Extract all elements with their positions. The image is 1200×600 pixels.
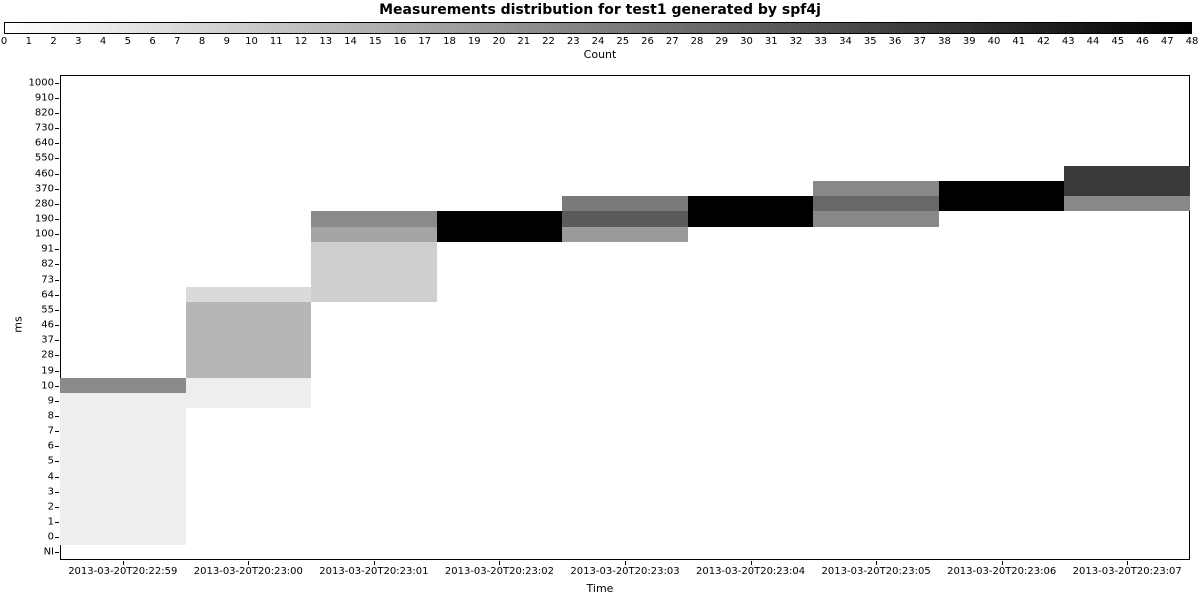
x-tick: 2013-03-20T20:23:06 [947,566,1056,577]
heatmap-cell [60,530,186,545]
heatmap-cell [311,227,437,242]
heatmap-cell [186,318,312,333]
y-tick: 370 [35,183,54,194]
legend-label: Count [0,48,1200,61]
y-tick: 46 [41,320,54,331]
heatmap-cell [562,196,688,211]
heatmap-cell [186,393,312,408]
x-tick: 2013-03-20T20:23:07 [1073,566,1182,577]
heatmap-cell [186,287,312,302]
heatmap-cell [186,302,312,317]
heatmap-cell [437,227,563,242]
heatmap-cell [60,393,186,408]
y-tick: 910 [35,92,54,103]
y-tick: 4 [48,471,54,482]
heatmap-cell [813,196,939,211]
heatmap-cell [60,515,186,530]
y-tick: 28 [41,350,54,361]
heatmap-cell [186,333,312,348]
heatmap-cell [813,181,939,196]
y-tick: 190 [35,213,54,224]
chart-title: Measurements distribution for test1 gene… [0,2,1200,18]
heatmap-cell [311,211,437,226]
heatmap-cell [939,181,1065,196]
y-tick: 73 [41,274,54,285]
heatmap-cell [939,196,1065,211]
heatmap-cell [60,439,186,454]
y-tick: 6 [48,441,54,452]
x-tick: 2013-03-20T20:23:04 [696,566,805,577]
heatmap-cell [60,469,186,484]
y-tick: 550 [35,153,54,164]
legend-gradient [4,22,1192,34]
y-axis-ticks: 1000910820730640550460370280190100918273… [0,75,54,560]
y-tick: 10 [41,380,54,391]
heatmap-cell [311,272,437,287]
legend-ticks: 0123456789101112131415161718192021222324… [4,36,1192,48]
heatmap-cell [688,196,814,211]
y-tick: 640 [35,138,54,149]
x-tick: 2013-03-20T20:23:05 [822,566,931,577]
x-tick: 2013-03-20T20:23:01 [319,566,428,577]
x-tick: 2013-03-20T20:22:59 [68,566,177,577]
y-tick: 37 [41,335,54,346]
heatmap-cell [562,227,688,242]
heatmap-cell [311,287,437,302]
heatmap-cell [1064,196,1190,211]
y-tick: 7 [48,426,54,437]
y-tick: 64 [41,289,54,300]
y-tick: 2 [48,501,54,512]
chart-root: Measurements distribution for test1 gene… [0,0,1200,600]
heatmap-cell [186,378,312,393]
y-tick: 1 [48,517,54,528]
y-tick: 19 [41,365,54,376]
x-tick: 2013-03-20T20:23:02 [445,566,554,577]
heatmap-cell [1064,166,1190,181]
y-tick: 460 [35,168,54,179]
y-tick: 3 [48,486,54,497]
heatmap-cell [60,499,186,514]
x-tick: 2013-03-20T20:23:00 [194,566,303,577]
heatmap-cell [437,211,563,226]
heatmap-cell [562,211,688,226]
heatmap-cell [60,424,186,439]
x-axis-ticks: 2013-03-20T20:22:59 2013-03-20T20:23:00 20… [60,566,1190,582]
y-tick: 82 [41,259,54,270]
heatmap-cell [813,211,939,226]
y-tick: 9 [48,395,54,406]
y-tick: 55 [41,304,54,315]
y-tick: 730 [35,123,54,134]
y-tick: 8 [48,411,54,422]
y-tick: 5 [48,456,54,467]
x-tick: 2013-03-20T20:23:03 [570,566,679,577]
heatmap-cell [60,408,186,423]
heatmap-cell [186,348,312,363]
heatmap-cell [688,211,814,226]
x-axis-label: Time [0,582,1200,595]
y-axis-label: ms [12,316,25,332]
heatmap-cell [311,242,437,257]
y-tick: 91 [41,244,54,255]
heatmap-cell [60,454,186,469]
heatmap-cell [60,378,186,393]
y-tick: 0 [48,532,54,543]
y-tick: NI [44,547,54,558]
heatmap-cell [60,484,186,499]
heatmap-cell [311,257,437,272]
heatmap-cell [186,363,312,378]
y-tick: 820 [35,107,54,118]
y-tick: 1000 [29,77,54,88]
y-tick: 280 [35,198,54,209]
heatmap-cell [1064,181,1190,196]
y-tick: 100 [35,229,54,240]
